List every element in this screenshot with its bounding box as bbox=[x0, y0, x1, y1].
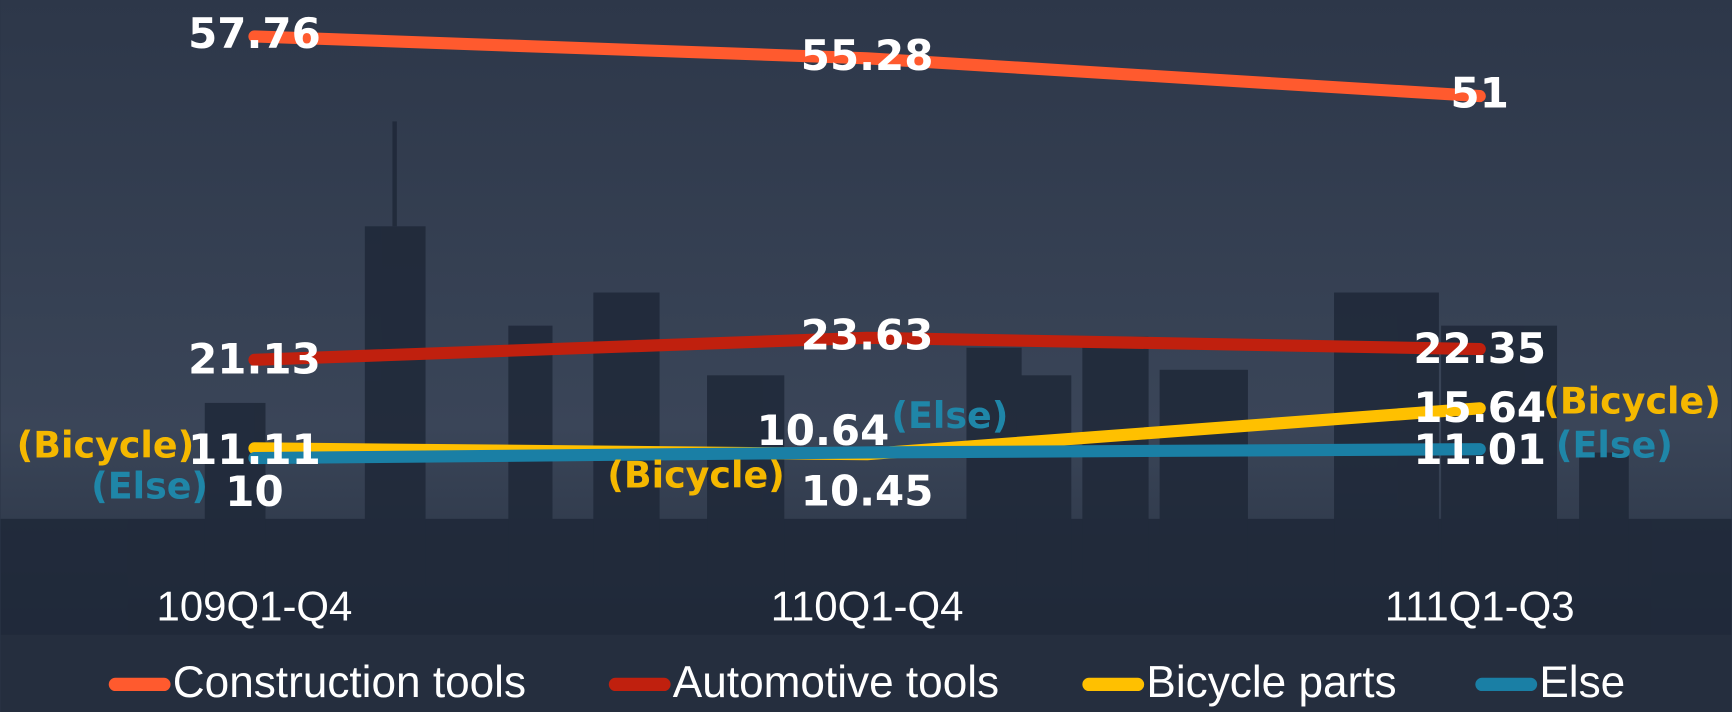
series-line bbox=[248, 331, 1486, 366]
x-tick-label: 109Q1-Q4 bbox=[157, 582, 353, 629]
data-label: 23.63 bbox=[801, 310, 934, 359]
data-label: 55.28 bbox=[801, 31, 934, 80]
legend-label: Automotive tools bbox=[673, 658, 999, 707]
legend-label: Construction tools bbox=[173, 658, 526, 707]
series-line bbox=[248, 443, 1486, 465]
data-label: 11.01 bbox=[1413, 425, 1546, 474]
data-label: 10 bbox=[225, 467, 283, 516]
series-line bbox=[248, 30, 1486, 103]
label-note: (Else) bbox=[91, 464, 208, 507]
x-tick-label: 111Q1-Q3 bbox=[1385, 582, 1575, 629]
label-note: (Else) bbox=[891, 394, 1008, 437]
label-note: (Else) bbox=[1556, 424, 1673, 467]
legend-label: Else bbox=[1539, 658, 1625, 707]
label-note: (Bicycle) bbox=[607, 453, 785, 496]
x-tick-label: 110Q1-Q4 bbox=[771, 582, 964, 629]
data-label: 57.76 bbox=[188, 9, 321, 58]
label-note: (Bicycle) bbox=[1543, 379, 1721, 422]
data-label: 10.45 bbox=[801, 466, 934, 515]
data-label: 21.13 bbox=[188, 335, 321, 384]
data-label: 51 bbox=[1451, 69, 1509, 118]
label-note: (Bicycle) bbox=[17, 424, 195, 467]
data-label: 15.64 bbox=[1413, 383, 1546, 432]
data-label: 10.64 bbox=[757, 406, 890, 455]
data-label: 11.11 bbox=[188, 425, 321, 474]
legend-label: Bicycle parts bbox=[1146, 658, 1396, 707]
data-label: 22.35 bbox=[1413, 324, 1546, 373]
